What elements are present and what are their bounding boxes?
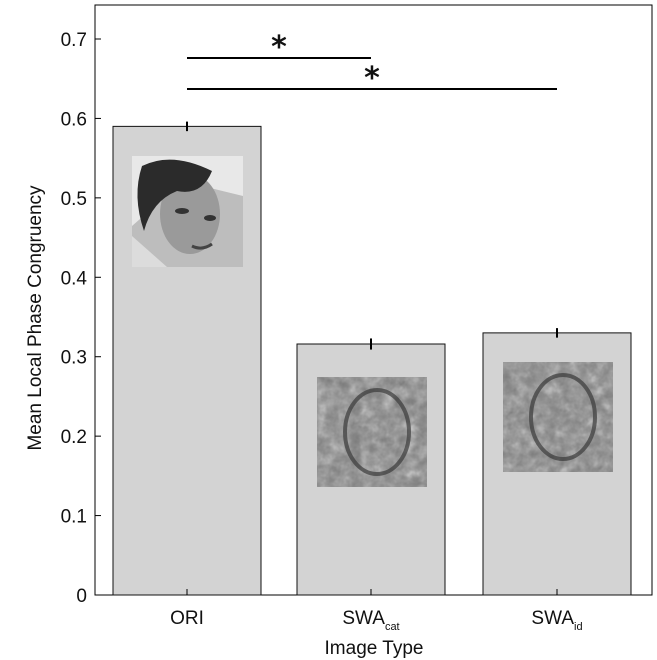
x-axis-title: Image Type [325, 638, 424, 659]
thumbnails-layer [132, 156, 613, 487]
x-tick-label: SWAcat [342, 608, 399, 633]
significance-star: * [364, 61, 380, 96]
y-tick-label: 0.6 [61, 109, 87, 130]
y-tick-label: 0.1 [61, 507, 87, 528]
y-axis-title: Mean Local Phase Congruency [25, 185, 46, 451]
y-axis: 0 0.1 0.2 0.3 0.4 0.5 0.6 0.7 [61, 30, 101, 607]
y-tick-label: 0 [76, 586, 87, 607]
y-tick-label: 0.3 [61, 348, 87, 369]
scrambled-face-thumbnail-id [503, 362, 613, 472]
y-tick-label: 0.5 [61, 189, 87, 210]
error-bars-layer [186, 121, 558, 350]
x-tick-label: ORI [170, 608, 204, 629]
y-tick-label: 0.2 [61, 427, 87, 448]
x-tick-label: SWAid [531, 608, 582, 633]
significance-star: * [271, 30, 287, 65]
y-tick-label: 0.7 [61, 30, 87, 51]
y-tick-label: 0.4 [61, 268, 88, 289]
x-axis: ORI SWAcat SWAid [170, 589, 583, 633]
significance-layer: ** [187, 30, 557, 96]
scrambled-face-thumbnail-cat [317, 377, 427, 487]
face-photo-thumbnail [132, 156, 243, 267]
